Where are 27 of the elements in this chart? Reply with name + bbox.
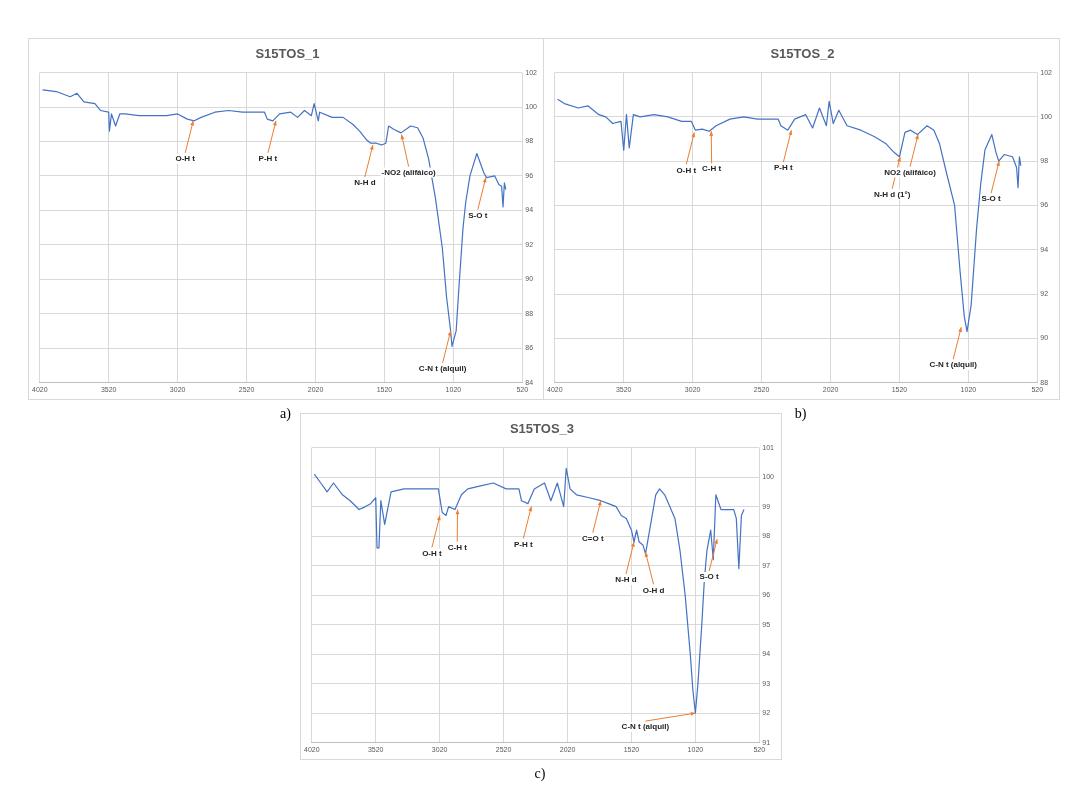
annotation: O-H t: [175, 154, 196, 164]
text: a): [279, 406, 292, 422]
annotation: O-H d: [642, 585, 665, 595]
annotation: NO2 (alifáico): [884, 167, 937, 177]
chart-title: S15TOS_2: [770, 46, 835, 62]
annotation: N-H d: [615, 575, 637, 585]
text: c): [533, 766, 547, 782]
annotation: C-N t (alquil): [929, 360, 978, 370]
annotation: S-O t: [468, 210, 488, 220]
annotation: N-H d (1°): [873, 189, 911, 199]
annotation: S-O t: [699, 572, 720, 582]
annotation: O-H t: [676, 165, 697, 175]
annotation: C=O t: [581, 533, 604, 543]
annotation: O-H t: [422, 548, 443, 558]
annotation: C-N t (alquil): [621, 722, 670, 732]
annotation: P-H t: [514, 539, 533, 549]
text: b): [793, 406, 808, 422]
chart-title: S15TOS_1: [255, 46, 320, 62]
annotation: N-H d: [354, 178, 376, 188]
annotation: -NO2 (alifáico): [381, 167, 437, 177]
annotation: P-H t: [258, 154, 278, 164]
annotation: P-H t: [774, 163, 794, 173]
annotation: C-H t: [447, 542, 468, 552]
annotation: C-H t: [702, 164, 722, 174]
chart-title: S15TOS_3: [509, 421, 575, 437]
annotation: C-N t (alquil): [418, 364, 467, 374]
annotation: S-O t: [981, 194, 1002, 204]
